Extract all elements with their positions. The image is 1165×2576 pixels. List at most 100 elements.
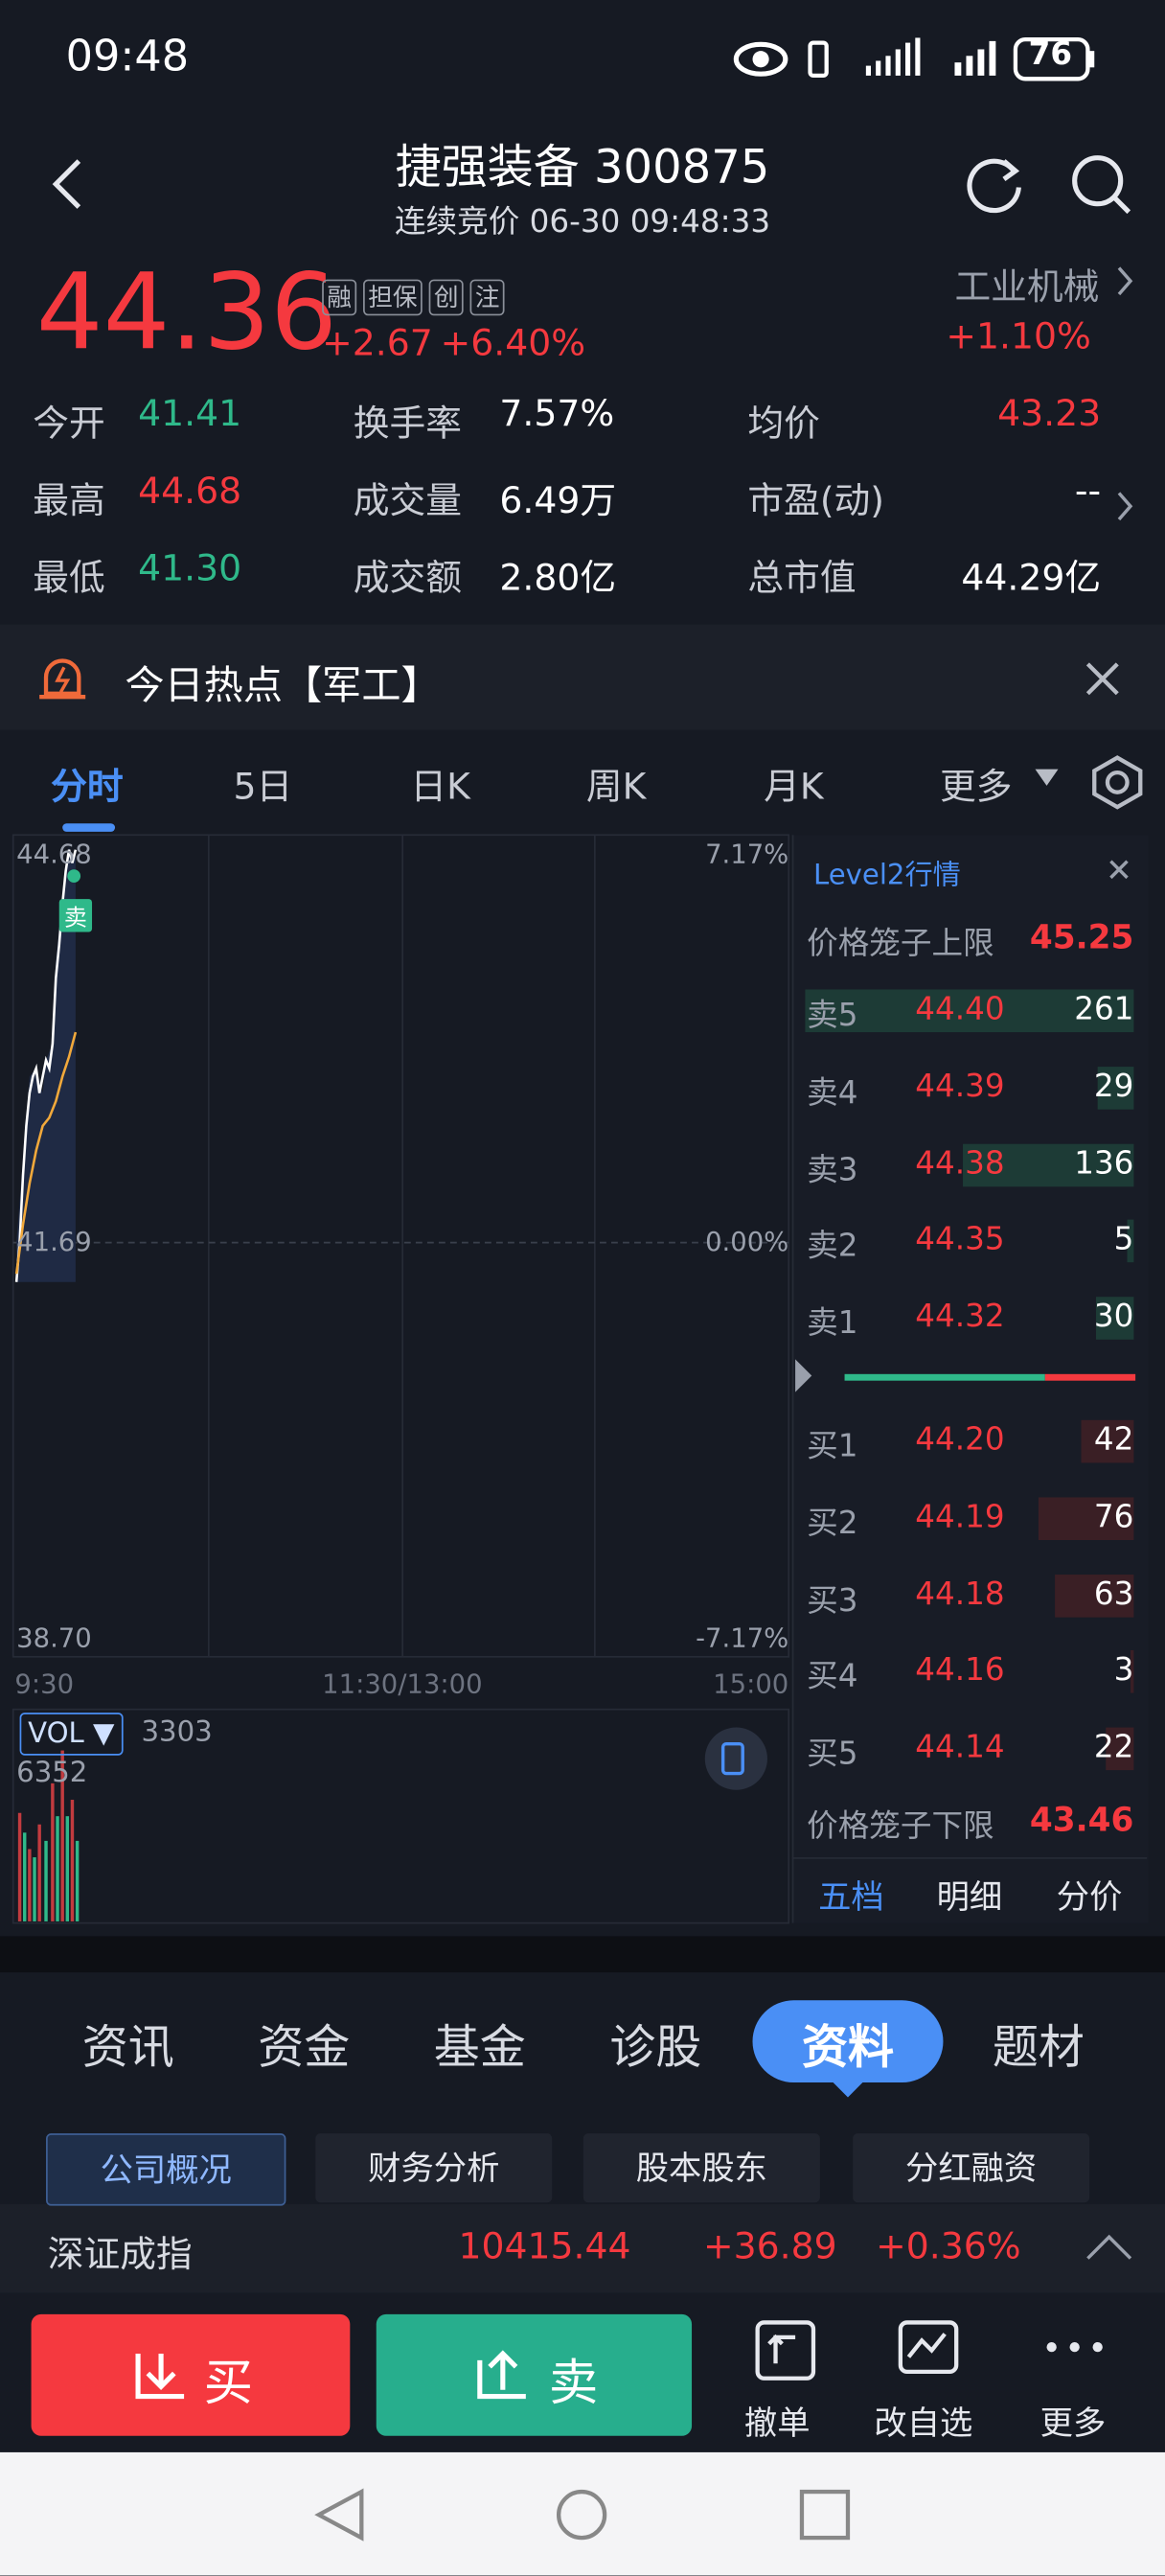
book-volume: 76 [1093, 1498, 1134, 1535]
more-icon[interactable] [1041, 2331, 1108, 2363]
index-change: +36.89 [703, 2226, 837, 2268]
pct-axis-label: 7.17% [705, 838, 789, 870]
back-button[interactable] [46, 154, 92, 214]
index-pct: +0.36% [876, 2226, 1021, 2268]
section-tab[interactable]: 资讯 [81, 2019, 174, 2075]
book-price: 44.32 [915, 1299, 1005, 1335]
section-gap [0, 1936, 1165, 1973]
expand-button[interactable] [1085, 2232, 1133, 2262]
pct-axis-label: -7.17% [696, 1622, 789, 1654]
sector-name[interactable]: 工业机械 [954, 267, 1100, 310]
book-price: 44.39 [915, 1068, 1005, 1105]
chart-tab[interactable]: 日K [410, 767, 470, 809]
book-level: 买1 [807, 1428, 858, 1465]
close-button[interactable] [1108, 858, 1131, 881]
stock-tag: 担保 [363, 279, 423, 316]
stock-tag: 融 [322, 279, 357, 316]
stat-label: 均价 [747, 403, 820, 446]
price-axis-label: 41.69 [16, 1226, 92, 1258]
price-cap-upper: 45.25 [1029, 917, 1134, 957]
stat-value: 44.29亿 [961, 559, 1102, 601]
chart-tab[interactable]: 更多 [940, 767, 1013, 809]
stock-tag: 创 [428, 279, 464, 316]
hot-bar[interactable] [0, 624, 1165, 730]
chevron [1117, 266, 1133, 296]
book-level: 买5 [807, 1736, 858, 1773]
book-volume: 136 [1074, 1144, 1134, 1182]
stat-label: 最低 [33, 559, 105, 601]
stat-value: 44.68 [138, 472, 242, 514]
watchlist-icon[interactable] [896, 2317, 962, 2383]
time-axis-label: 15:00 [713, 1668, 789, 1700]
clock: 09:48 [65, 33, 190, 82]
depth-bar [1130, 1650, 1134, 1694]
price-change: +2.67 [322, 323, 433, 365]
depth-bar [1038, 1497, 1134, 1540]
chart-tab[interactable]: 分时 [51, 767, 124, 809]
level2-tab[interactable]: 明细 [936, 1876, 1003, 1917]
settings-button[interactable] [1087, 753, 1147, 813]
sub-tab[interactable]: 分红融资 [853, 2133, 1090, 2203]
section-tab[interactable]: 诊股 [609, 2019, 702, 2075]
book-level: 卖1 [807, 1305, 858, 1342]
stat-value: 6.49万 [499, 481, 617, 523]
level2-tab[interactable]: 五档 [818, 1876, 884, 1917]
book-level: 卖2 [807, 1228, 858, 1265]
sub-tab[interactable]: 股本股东 [582, 2133, 820, 2203]
battery-level: 76 [1028, 35, 1073, 73]
close-button[interactable] [1085, 660, 1121, 697]
section-tab[interactable]: 资金 [258, 2019, 351, 2075]
book-volume: 5 [1113, 1221, 1134, 1258]
book-level: 买4 [807, 1659, 858, 1695]
book-volume: 29 [1093, 1068, 1134, 1105]
sell-icon [477, 2350, 526, 2400]
stat-value: 41.41 [138, 394, 242, 436]
book-level: 卖5 [807, 998, 858, 1034]
trade-status: 连续竞价 06-30 09:48:33 [394, 203, 771, 241]
volume-max: 6352 [16, 1757, 88, 1790]
price-axis-label: 44.68 [16, 838, 92, 870]
index-value: 10415.44 [458, 2226, 631, 2268]
status-icons [733, 37, 1095, 81]
sub-tab[interactable]: 公司概况 [46, 2133, 286, 2206]
buy-label: 买 [203, 2355, 254, 2413]
chart-tab[interactable]: 周K [585, 767, 647, 809]
price-cap-label: 价格笼子上限 [807, 925, 994, 962]
stat-value: 2.80亿 [499, 559, 617, 601]
pill-pointer [831, 2081, 865, 2098]
stat-label: 市盈(动) [747, 481, 885, 523]
section-tab[interactable]: 基金 [433, 2019, 526, 2075]
index-bar[interactable] [0, 2203, 1165, 2293]
stock-tag: 注 [469, 279, 505, 316]
search-button[interactable] [1068, 151, 1134, 218]
sector-change: +1.10% [946, 317, 1091, 358]
watchlist-label: 改自选 [874, 2403, 973, 2443]
section-tab[interactable]: 题材 [992, 2019, 1085, 2075]
stat-label: 换手率 [353, 403, 462, 446]
chart-tab[interactable]: 5日 [233, 767, 293, 809]
chart-tab[interactable]: 月K [764, 767, 824, 809]
stat-label: 成交额 [353, 559, 462, 601]
tab-indicator [62, 823, 116, 832]
price-cap-lower: 43.46 [1029, 1800, 1134, 1840]
book-level: 买2 [807, 1505, 858, 1542]
volume-value: 3303 [141, 1715, 213, 1749]
nav-buttons[interactable] [312, 2485, 855, 2544]
section-tab[interactable]: 资料 [801, 2019, 895, 2075]
book-level: 卖4 [807, 1074, 858, 1112]
pct-axis-label: 0.00% [705, 1226, 789, 1258]
refresh-button[interactable] [961, 151, 1027, 218]
buy-button[interactable] [31, 2313, 351, 2436]
book-price: 44.14 [915, 1729, 1005, 1766]
book-volume: 30 [1093, 1299, 1134, 1335]
sub-tab[interactable]: 财务分析 [315, 2133, 553, 2203]
cancel-icon[interactable] [753, 2317, 819, 2383]
buy-icon [135, 2354, 185, 2400]
volume-indicator-select[interactable]: VOL ▼ [19, 1713, 124, 1756]
depth-bar [1127, 1220, 1134, 1263]
book-price: 44.35 [915, 1221, 1005, 1258]
sell-button[interactable] [376, 2313, 693, 2436]
sell-marker: 卖 [63, 906, 87, 932]
level2-tab[interactable]: 分价 [1056, 1876, 1123, 1917]
